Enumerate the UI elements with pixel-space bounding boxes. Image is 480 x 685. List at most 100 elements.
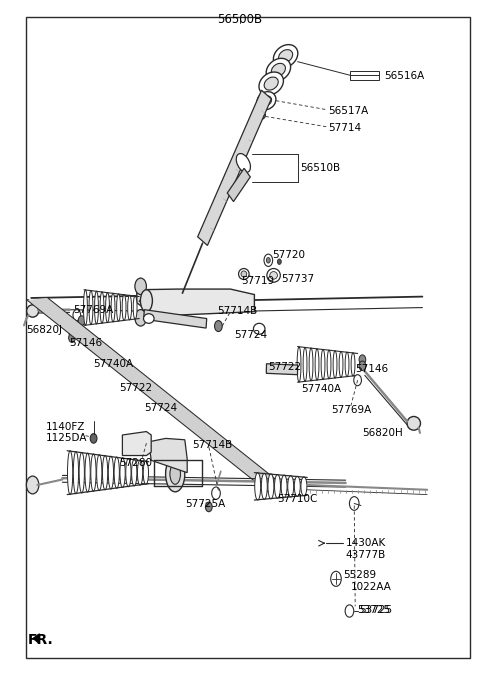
Circle shape — [73, 310, 81, 321]
Ellipse shape — [267, 269, 280, 282]
Circle shape — [349, 497, 359, 510]
Ellipse shape — [261, 96, 272, 105]
Ellipse shape — [140, 290, 153, 312]
Text: 53725: 53725 — [358, 605, 391, 614]
Ellipse shape — [100, 292, 104, 323]
Text: 57724: 57724 — [144, 403, 177, 413]
Text: 57714B: 57714B — [217, 306, 258, 316]
Text: 1430AK: 1430AK — [346, 538, 386, 548]
Circle shape — [26, 476, 39, 494]
Text: 57280: 57280 — [119, 458, 152, 468]
Text: 1140FZ: 1140FZ — [46, 422, 85, 432]
Ellipse shape — [128, 295, 132, 320]
Text: 57720: 57720 — [273, 250, 306, 260]
Polygon shape — [28, 298, 288, 492]
Ellipse shape — [122, 295, 126, 321]
Ellipse shape — [261, 473, 267, 499]
Text: 1125DA: 1125DA — [46, 434, 87, 443]
Ellipse shape — [266, 58, 290, 82]
Ellipse shape — [143, 461, 148, 484]
Ellipse shape — [239, 269, 249, 279]
Text: 53725: 53725 — [359, 605, 392, 614]
Polygon shape — [149, 438, 187, 473]
Ellipse shape — [255, 473, 261, 500]
Ellipse shape — [241, 271, 247, 277]
Text: 57737: 57737 — [281, 275, 314, 284]
Ellipse shape — [108, 456, 114, 489]
Ellipse shape — [297, 347, 301, 382]
Ellipse shape — [407, 416, 420, 430]
Circle shape — [212, 487, 220, 499]
Circle shape — [345, 605, 354, 617]
Text: 56510B: 56510B — [300, 163, 340, 173]
Ellipse shape — [257, 92, 276, 110]
Text: 56517A: 56517A — [328, 106, 368, 116]
Text: 57146: 57146 — [355, 364, 388, 373]
Ellipse shape — [91, 454, 96, 491]
Text: 56516A: 56516A — [384, 71, 424, 81]
Ellipse shape — [301, 477, 307, 496]
Ellipse shape — [281, 475, 287, 498]
Text: 57714: 57714 — [328, 123, 361, 133]
Ellipse shape — [274, 45, 298, 68]
Ellipse shape — [96, 455, 102, 490]
Ellipse shape — [144, 314, 154, 323]
Ellipse shape — [117, 294, 120, 321]
Ellipse shape — [133, 296, 137, 319]
Circle shape — [135, 278, 146, 295]
Ellipse shape — [102, 456, 108, 490]
Text: 56820J: 56820J — [26, 325, 62, 335]
Ellipse shape — [264, 77, 278, 90]
Text: 57710C: 57710C — [277, 494, 318, 503]
Ellipse shape — [294, 476, 300, 497]
Ellipse shape — [351, 353, 355, 376]
Text: 57714B: 57714B — [192, 440, 232, 450]
Ellipse shape — [79, 452, 84, 493]
Ellipse shape — [166, 456, 185, 492]
Bar — [350, 71, 379, 80]
Polygon shape — [137, 289, 254, 315]
Ellipse shape — [327, 350, 331, 379]
Ellipse shape — [315, 349, 319, 380]
Circle shape — [264, 254, 273, 266]
Ellipse shape — [27, 305, 38, 317]
Text: 57722: 57722 — [119, 383, 152, 393]
Ellipse shape — [236, 153, 251, 173]
Circle shape — [90, 434, 97, 443]
Circle shape — [135, 310, 146, 326]
Ellipse shape — [253, 323, 265, 334]
Ellipse shape — [126, 458, 131, 487]
Circle shape — [69, 333, 75, 342]
Polygon shape — [33, 634, 39, 644]
Circle shape — [78, 316, 85, 325]
Ellipse shape — [345, 352, 349, 377]
Ellipse shape — [137, 460, 143, 485]
Ellipse shape — [89, 290, 93, 325]
Text: 56820H: 56820H — [362, 428, 403, 438]
Ellipse shape — [288, 475, 294, 497]
Circle shape — [359, 355, 366, 364]
Text: 57740A: 57740A — [301, 384, 342, 394]
Ellipse shape — [270, 272, 277, 279]
Ellipse shape — [303, 347, 307, 382]
Circle shape — [69, 327, 75, 336]
Text: 57725A: 57725A — [185, 499, 225, 509]
Ellipse shape — [271, 63, 286, 77]
Ellipse shape — [170, 464, 180, 484]
Ellipse shape — [114, 457, 120, 488]
Ellipse shape — [309, 348, 313, 381]
Ellipse shape — [120, 458, 125, 488]
Text: 43777B: 43777B — [346, 550, 386, 560]
Ellipse shape — [95, 291, 98, 324]
Circle shape — [354, 375, 361, 386]
Ellipse shape — [132, 460, 137, 486]
Text: 55289: 55289 — [343, 571, 376, 580]
Text: 1022AA: 1022AA — [350, 582, 391, 592]
Polygon shape — [122, 432, 151, 456]
Ellipse shape — [106, 292, 109, 323]
Circle shape — [215, 321, 222, 332]
Ellipse shape — [111, 293, 115, 322]
Text: 57146: 57146 — [70, 338, 103, 348]
Circle shape — [277, 259, 281, 264]
Text: FR.: FR. — [28, 634, 54, 647]
